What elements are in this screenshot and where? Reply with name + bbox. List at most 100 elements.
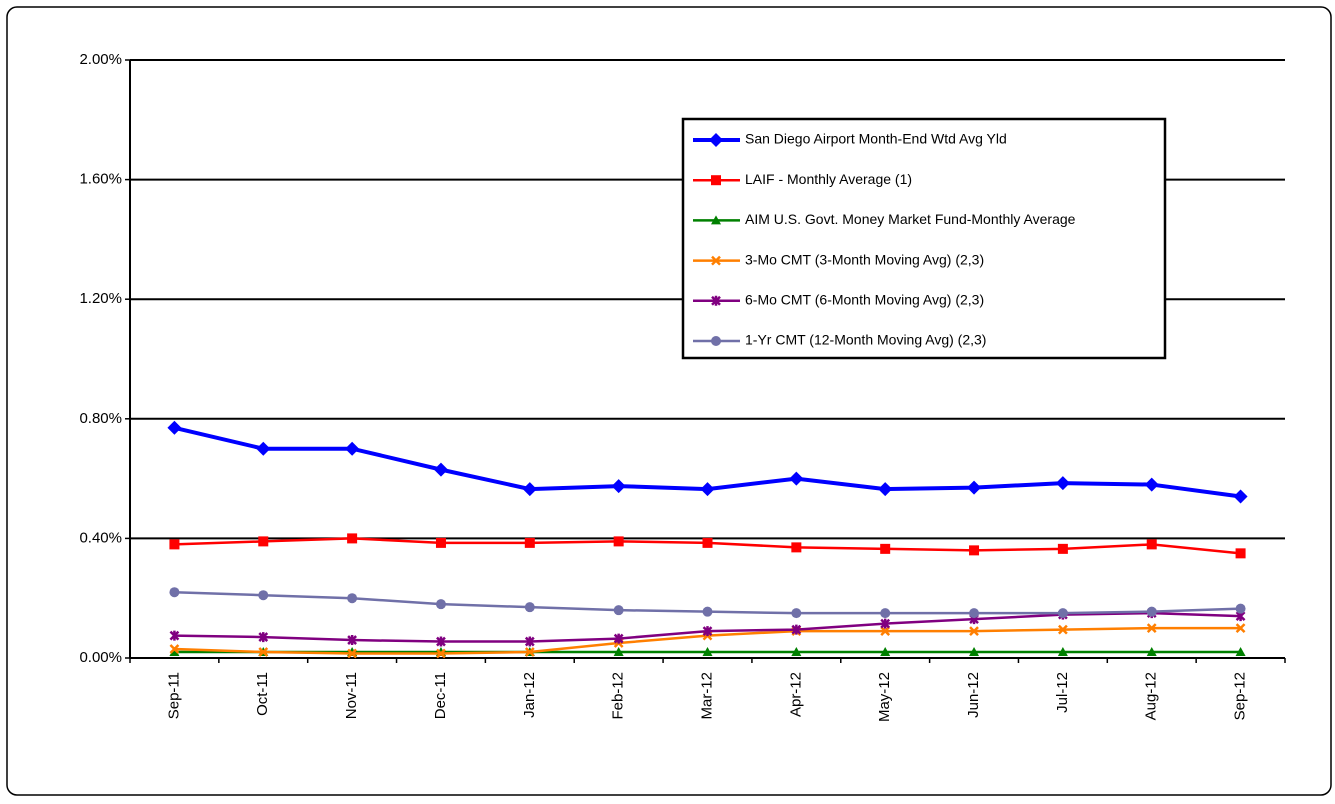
marker: [711, 215, 721, 225]
marker: [1235, 548, 1246, 559]
marker: [791, 647, 802, 657]
marker: [435, 599, 446, 610]
marker: [711, 255, 721, 266]
legend: San Diego Airport Month-End Wtd Avg Yld L…: [681, 117, 1167, 360]
marker: [791, 542, 802, 553]
y-tick-label: 1.60%: [79, 171, 122, 188]
marker: [709, 133, 723, 147]
y-tick-label: 2.00%: [79, 51, 122, 68]
x-tick-label: Aug-12: [1143, 672, 1160, 720]
marker: [169, 630, 180, 641]
series-lines: [167, 420, 1248, 659]
marker: [167, 420, 182, 435]
marker: [524, 602, 535, 613]
marker: [880, 626, 891, 636]
marker: [791, 608, 802, 619]
marker: [702, 647, 713, 657]
marker: [169, 587, 180, 598]
marker: [1057, 543, 1068, 554]
marker: [436, 648, 446, 659]
marker: [347, 635, 357, 646]
marker: [524, 647, 535, 657]
x-tick-label: Jun-12: [965, 672, 982, 718]
marker: [433, 462, 448, 477]
marker: [169, 647, 180, 657]
marker: [258, 590, 269, 601]
marker: [1144, 477, 1159, 492]
marker: [702, 537, 713, 548]
marker: [258, 632, 269, 643]
marker: [700, 482, 715, 497]
marker: [256, 441, 271, 456]
marker: [613, 536, 624, 547]
marker: [1055, 476, 1070, 491]
marker: [1057, 647, 1068, 657]
marker: [969, 626, 979, 636]
marker: [791, 624, 802, 635]
marker: [1235, 603, 1246, 614]
legend-label: San Diego Airport Month-End Wtd Avg Yld: [745, 131, 1007, 147]
marker: [967, 480, 982, 495]
x-tick-label: Apr-12: [787, 672, 804, 717]
marker: [969, 608, 980, 619]
marker: [347, 533, 358, 544]
marker: [1233, 489, 1248, 504]
x-tick-label: Sep-12: [1232, 672, 1249, 720]
marker: [345, 441, 360, 456]
marker: [613, 605, 624, 616]
marker: [880, 647, 891, 657]
marker: [169, 539, 180, 550]
marker: [522, 482, 537, 497]
x-tick-label: Jul-12: [1054, 672, 1071, 713]
marker: [880, 543, 891, 554]
marker: [789, 471, 804, 486]
marker: [1146, 606, 1157, 617]
marker: [611, 479, 626, 494]
marker: [524, 636, 535, 647]
marker: [258, 536, 269, 547]
marker: [702, 626, 713, 637]
marker: [613, 633, 624, 644]
marker: [613, 647, 624, 657]
marker: [1146, 647, 1157, 657]
x-tick-label: Oct-11: [254, 672, 271, 716]
marker: [347, 648, 357, 659]
x-tick-label: May-12: [876, 672, 893, 722]
marker: [1235, 623, 1246, 633]
marker: [169, 644, 180, 654]
marker: [711, 175, 721, 186]
marker: [711, 295, 721, 306]
marker: [436, 636, 446, 647]
legend-label: LAIF - Monthly Average (1): [745, 171, 912, 187]
y-tick-label: 0.00%: [79, 649, 122, 666]
x-tick-label: Mar-12: [698, 672, 715, 720]
x-tick-label: Nov-11: [343, 672, 360, 719]
marker: [347, 593, 358, 604]
marker: [702, 606, 713, 617]
marker: [1057, 624, 1068, 635]
y-tick-label: 1.20%: [79, 290, 122, 307]
marker: [969, 545, 980, 556]
marker: [880, 618, 891, 629]
legend-label: AIM U.S. Govt. Money Market Fund-Monthly…: [745, 211, 1076, 227]
marker: [1057, 608, 1068, 619]
legend-box: [681, 117, 1167, 360]
marker: [1146, 539, 1157, 550]
x-tick-label: Sep-11: [165, 672, 182, 719]
marker: [711, 336, 721, 346]
y-tick-label: 0.80%: [79, 410, 122, 427]
marker: [524, 537, 535, 548]
legend-label: 1-Yr CMT (12-Month Moving Avg) (2,3): [745, 332, 986, 348]
y-tick-label: 0.40%: [79, 529, 122, 546]
legend-label: 3-Mo CMT (3-Month Moving Avg) (2,3): [745, 251, 984, 267]
marker: [435, 537, 446, 548]
marker: [258, 647, 269, 657]
marker: [1146, 623, 1157, 633]
marker: [1235, 647, 1246, 657]
x-tick-label: Feb-12: [610, 672, 627, 720]
marker: [969, 647, 980, 657]
marker: [878, 482, 893, 497]
x-tick-label: Jan-12: [521, 672, 538, 718]
x-tick-label: Dec-11: [432, 672, 449, 719]
